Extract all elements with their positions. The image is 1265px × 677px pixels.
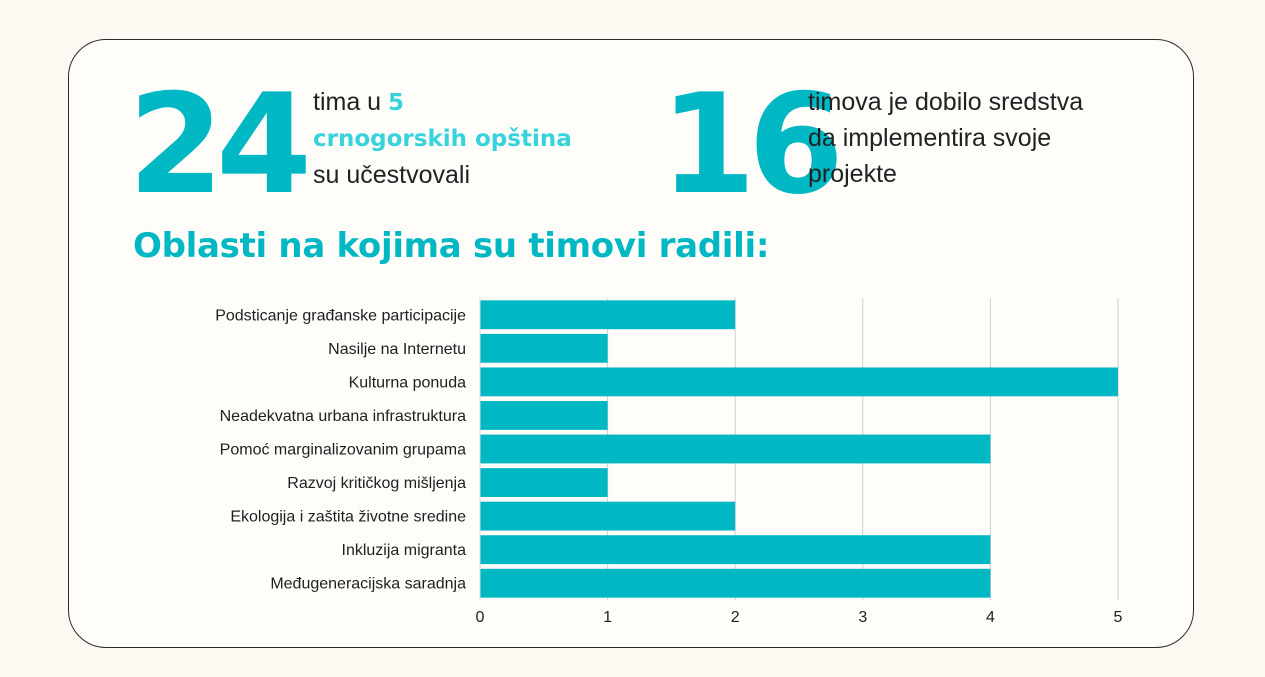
category-label-0: Podsticanje građanske participacije bbox=[215, 307, 466, 324]
category-label-6: Ekologija i zaštita životne sredine bbox=[230, 509, 466, 526]
x-tick-label-3: 3 bbox=[858, 609, 867, 626]
chart-heading: Oblasti na kojima su timovi radili: bbox=[133, 226, 770, 266]
category-label-5: Razvoj kritičkog mišljenja bbox=[287, 475, 466, 492]
stat-teams-line1: tima u 5 bbox=[313, 84, 572, 121]
x-tick-label-4: 4 bbox=[986, 609, 995, 626]
category-label-2: Kulturna ponuda bbox=[349, 374, 467, 391]
x-tick-label-1: 1 bbox=[603, 609, 612, 626]
stat-funded-number: 16 bbox=[660, 64, 844, 225]
stat-teams-number: 24 bbox=[128, 64, 312, 225]
x-tick-label-0: 0 bbox=[476, 609, 485, 626]
bar-6 bbox=[480, 501, 736, 531]
stat-funded-line3: projekte bbox=[808, 160, 897, 188]
x-tick-label-2: 2 bbox=[731, 609, 740, 626]
stat-municipalities-label: crnogorskih opština bbox=[313, 126, 572, 152]
stat-teams-text: tima u 5 crnogorskih opština su učestvov… bbox=[313, 84, 572, 193]
category-label-1: Nasilje na Internetu bbox=[328, 341, 466, 358]
stat-funded-text: timova je dobilo sredstva da implementir… bbox=[808, 84, 1083, 192]
stat-teams-line1-text: tima u bbox=[313, 88, 389, 116]
stat-teams-line3: su učestvovali bbox=[313, 161, 471, 189]
category-label-3: Neadekvatna urbana infrastruktura bbox=[220, 408, 466, 425]
x-tick-label-5: 5 bbox=[1114, 609, 1123, 626]
bar-7 bbox=[480, 535, 991, 565]
stat-funded-line2: da implementira svoje bbox=[808, 124, 1052, 152]
bar-0 bbox=[480, 300, 736, 330]
bar-1 bbox=[480, 333, 608, 363]
bar-8 bbox=[480, 568, 991, 598]
bar-5 bbox=[480, 468, 608, 497]
bar-2 bbox=[480, 367, 1118, 397]
stat-municipalities-count: 5 bbox=[388, 90, 405, 116]
bar-4 bbox=[480, 434, 991, 464]
bar-3 bbox=[480, 401, 608, 430]
category-label-8: Međugeneracijska saradnja bbox=[270, 576, 466, 593]
stat-funded-line1: timova je dobilo sredstva bbox=[808, 88, 1084, 116]
category-label-7: Inkluzija migranta bbox=[342, 542, 467, 559]
category-label-4: Pomoć marginalizovanim grupama bbox=[220, 442, 466, 459]
